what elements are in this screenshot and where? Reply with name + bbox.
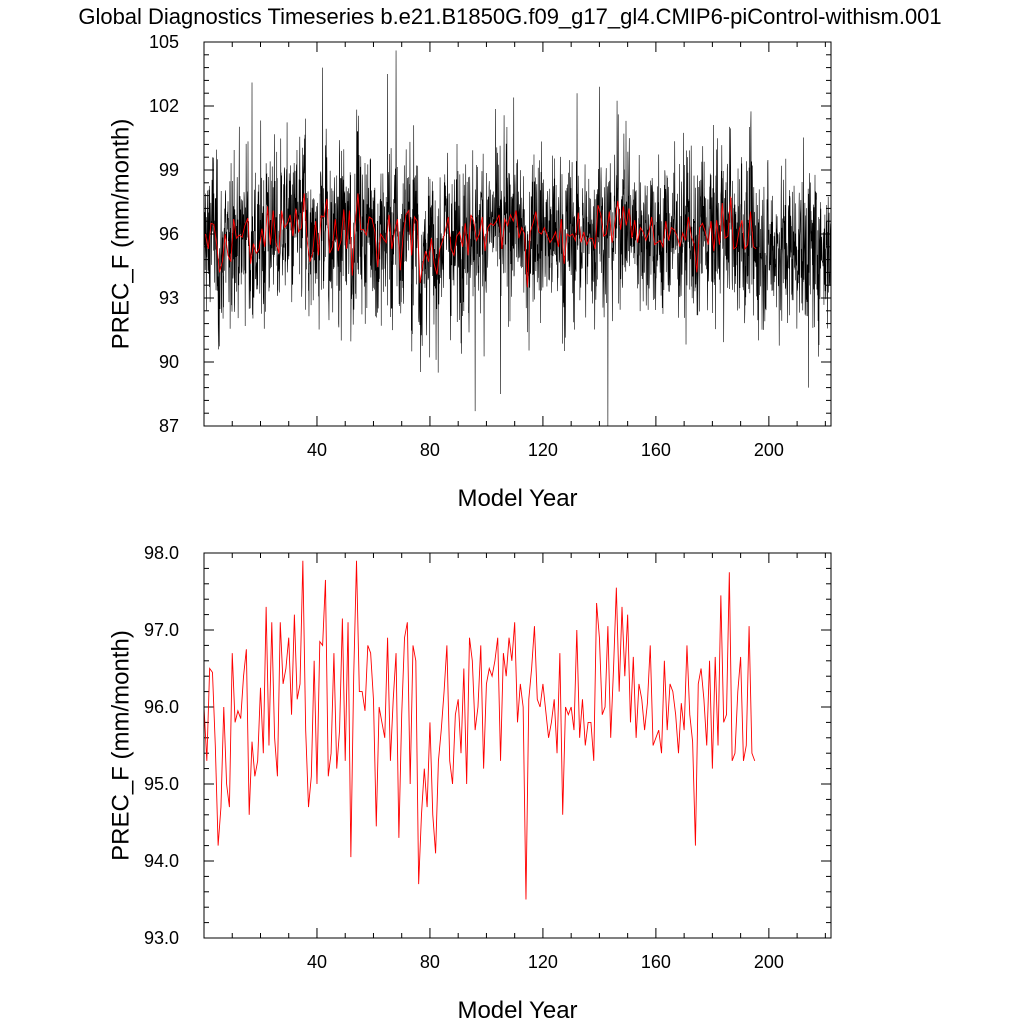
top-panel-x-axis-label: Model Year bbox=[457, 485, 577, 512]
x-tick-label: 120 bbox=[528, 440, 558, 460]
y-tick-label: 98.0 bbox=[144, 543, 179, 563]
figure-title: Global Diagnostics Timeseries b.e21.B185… bbox=[78, 4, 941, 29]
annual-timeseries-panel: 93.0 94.0 95.0 96.0 97.0 98.0 40 80 120 160 200 M… bbox=[107, 543, 832, 1024]
y-tick-label: 96.0 bbox=[144, 697, 179, 717]
x-tick-label: 160 bbox=[641, 952, 671, 972]
y-tick-label: 93 bbox=[159, 288, 179, 308]
top-panel-y-axis-label: PREC_F (mm/month) bbox=[107, 119, 134, 350]
x-tick-label: 80 bbox=[420, 952, 440, 972]
y-tick-label: 97.0 bbox=[144, 620, 179, 640]
x-tick-label: 120 bbox=[528, 952, 558, 972]
monthly-mean-line bbox=[203, 50, 832, 427]
bottom-panel-frame bbox=[203, 552, 832, 939]
y-tick-label: 105 bbox=[149, 32, 179, 52]
y-tick-label: 96 bbox=[159, 224, 179, 244]
top-panel-y-tick-labels: 87 90 93 96 99 102 105 bbox=[149, 32, 179, 436]
x-tick-label: 160 bbox=[641, 440, 671, 460]
top-panel-frame bbox=[203, 41, 832, 427]
bottom-panel-y-axis-label: PREC_F (mm/month) bbox=[107, 630, 134, 861]
bottom-panel-x-tick-labels: 40 80 120 160 200 bbox=[307, 952, 784, 972]
y-tick-label: 102 bbox=[149, 96, 179, 116]
x-tick-label: 200 bbox=[754, 440, 784, 460]
annual-mean-overlay-line bbox=[204, 193, 757, 288]
annual-mean-line bbox=[203, 560, 756, 900]
x-tick-label: 80 bbox=[420, 440, 440, 460]
x-tick-label: 40 bbox=[307, 440, 327, 460]
bottom-panel-y-tick-labels: 93.0 94.0 95.0 96.0 97.0 98.0 bbox=[144, 543, 179, 948]
y-tick-label: 90 bbox=[159, 352, 179, 372]
bottom-panel-x-axis-label: Model Year bbox=[457, 997, 577, 1024]
top-panel-series bbox=[203, 50, 832, 427]
x-tick-label: 200 bbox=[754, 952, 784, 972]
y-tick-label: 94.0 bbox=[144, 851, 179, 871]
y-tick-label: 93.0 bbox=[144, 928, 179, 948]
bottom-panel-ticks bbox=[204, 552, 831, 939]
y-tick-label: 95.0 bbox=[144, 774, 179, 794]
monthly-timeseries-panel: 87 90 93 96 99 102 105 40 80 120 160 200 Model Yea… bbox=[107, 32, 832, 512]
x-tick-label: 40 bbox=[307, 952, 327, 972]
y-tick-label: 87 bbox=[159, 416, 179, 436]
top-panel-x-tick-labels: 40 80 120 160 200 bbox=[307, 440, 784, 460]
y-tick-label: 99 bbox=[159, 160, 179, 180]
bottom-panel-series bbox=[203, 560, 756, 900]
